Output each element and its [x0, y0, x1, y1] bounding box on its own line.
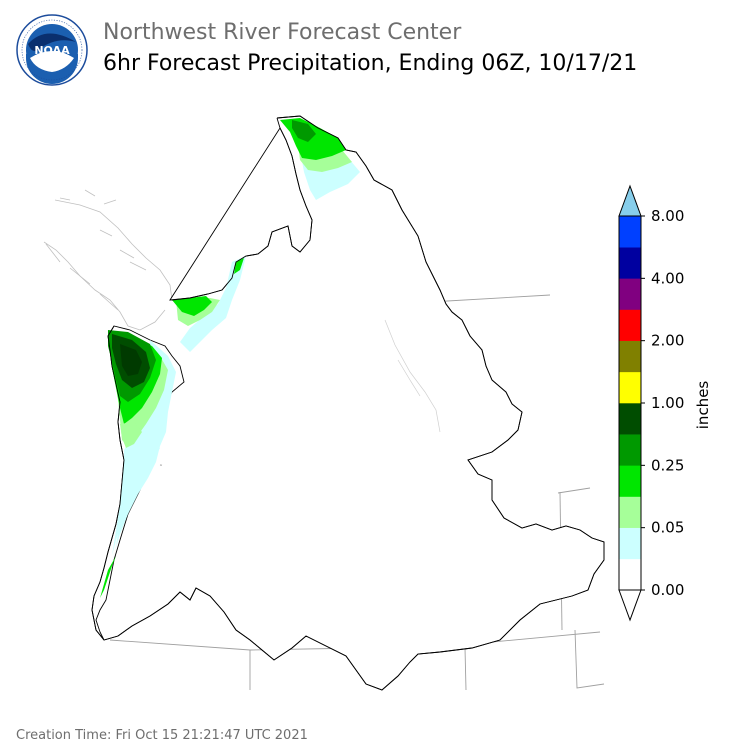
- colorbar-bands: [619, 216, 641, 591]
- rivers: [384, 319, 441, 433]
- page-title: Northwest River Forecast Center: [103, 20, 462, 45]
- colorbar-band: [619, 247, 641, 279]
- precip-band-025-south-coast: [100, 556, 116, 598]
- colorbar-band: [619, 278, 641, 310]
- bc-coastline: [43, 189, 173, 331]
- logo-text: NOAA: [34, 44, 70, 57]
- colorbar-tick-label: 1.00: [651, 394, 684, 412]
- wy-border-top: [557, 487, 591, 494]
- colorbar-tick-label: 0.05: [651, 519, 684, 537]
- colorbar-band: [619, 403, 641, 435]
- precip-band-trace-south-coast: [112, 440, 160, 556]
- colorbar-band: [619, 340, 641, 373]
- precip-band-100-coast-core: [120, 344, 142, 376]
- colorbar-band: [619, 371, 641, 404]
- colorbar-band: [619, 496, 641, 528]
- precip-band-025-cascades: [172, 296, 212, 316]
- or-ca-lines: [249, 647, 467, 691]
- noaa-logo: NOAA: [16, 14, 88, 86]
- colorbar-band: [619, 465, 641, 497]
- precip-colorbar: 0.00 0.05 0.25 1.00 2.00 4.00 8.00 inches: [618, 184, 712, 622]
- colorbar-band: [619, 558, 641, 591]
- precip-band-005-south-coast: [120, 422, 142, 448]
- precip-band-025-north-core: [292, 120, 316, 142]
- colorbar-ticks: 0.00 0.05 0.25 1.00 2.00 4.00 8.00: [641, 207, 684, 599]
- colorbar-band: [619, 216, 641, 248]
- colorbar-under-triangle: [618, 589, 642, 622]
- colorbar-unit-label: inches: [694, 381, 712, 430]
- colorbar-tick-label: 4.00: [651, 269, 684, 287]
- creation-time: Creation Time: Fri Oct 15 21:21:47 UTC 2…: [16, 728, 308, 743]
- colorbar-band: [619, 527, 641, 560]
- page-subtitle: 6hr Forecast Precipitation, Ending 06Z, …: [103, 51, 638, 76]
- precip-band-trace-cascades: [180, 256, 246, 352]
- precip-shading: [100, 118, 360, 598]
- colorbar-band: [619, 434, 641, 466]
- colorbar-tick-label: 8.00: [651, 207, 684, 225]
- colorbar-band: [619, 309, 641, 341]
- colorbar-tick-label: 0.00: [651, 581, 684, 599]
- colorbar-tick-label: 2.00: [651, 332, 684, 350]
- columbia-basin-outline-overlay: [91, 115, 605, 691]
- colorbar-over-triangle: [618, 184, 642, 217]
- colorbar-tick-label: 0.25: [651, 456, 684, 474]
- nv-id-ut-border: [574, 629, 605, 689]
